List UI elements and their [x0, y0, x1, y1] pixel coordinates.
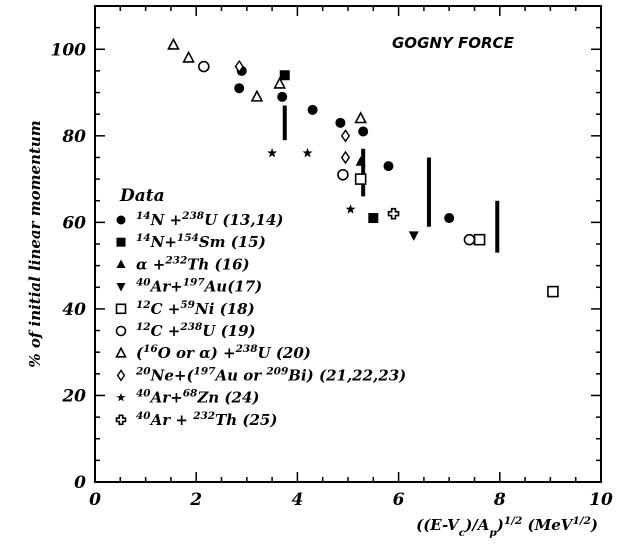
legend-marker-filled-triangle-down	[116, 283, 126, 292]
axis-ticks	[94, 5, 602, 483]
data-point-filled-circle	[335, 117, 346, 128]
y-tick-label: 100	[51, 40, 87, 60]
data-point-open-triangle-up	[354, 111, 367, 124]
legend-entry-label: 40Ar+197Au(17)	[136, 277, 262, 296]
data-point-filled-circle	[383, 161, 394, 172]
y-tick-label: 80	[61, 127, 86, 147]
data-point-open-triangle-up	[273, 76, 287, 89]
data-point-filled-circle	[358, 126, 369, 137]
x-tick-label: 4	[291, 490, 303, 510]
y-tick-label: 20	[61, 386, 86, 406]
data-point-filled-circle	[307, 104, 318, 115]
x-tick-label: 2	[189, 490, 202, 510]
calculation-bars	[282, 105, 500, 253]
legend: Data 14N +238U (13,14) 14N+154Sm (15) α +2…	[115, 186, 406, 429]
data-point-open-diamond	[340, 129, 351, 143]
legend-marker-open-circle	[115, 325, 127, 337]
legend-marker-filled-circle	[116, 215, 126, 225]
legend-entry-label: α +232Th (16)	[136, 254, 250, 273]
data-point-open-cross	[387, 207, 400, 220]
legend-entry-label: 14N +238U (13,14)	[136, 210, 284, 229]
legend-marker-open-cross	[115, 414, 127, 426]
data-point-filled-square	[368, 213, 379, 224]
data-point-filled-star	[267, 147, 278, 158]
data-point-open-square	[354, 173, 367, 185]
data-point-open-triangle-up	[250, 89, 264, 102]
data-point-filled-star	[302, 147, 313, 158]
data-point-filled-circle	[234, 83, 245, 94]
data-point-filled-square	[279, 70, 290, 81]
legend-marker-open-square	[115, 303, 127, 315]
x-tick-label: 10	[589, 490, 613, 510]
legend-entry-label: 12C +238U (19)	[136, 321, 256, 340]
data-point-filled-star	[345, 204, 356, 214]
chart-annotation: GOGNY FORCE	[392, 34, 515, 52]
x-axis-label: ((E-Vc)/Ap)1/2 (MeV1/2)	[416, 515, 598, 539]
x-tick-label: 6	[393, 490, 405, 510]
data-point-open-circle	[197, 60, 210, 73]
data-point-open-circle	[463, 233, 476, 246]
y-tick-label: 60	[62, 213, 86, 233]
data-point-open-diamond	[234, 59, 244, 74]
legend-entry-label: 12C +59Ni (18)	[136, 299, 255, 318]
data-point-filled-circle	[277, 91, 288, 102]
legend-marker-filled-star	[116, 392, 126, 402]
data-point-open-circle	[337, 168, 349, 181]
data-point-filled-triangle-up	[355, 156, 366, 166]
legend-marker-filled-triangle-up	[116, 259, 126, 268]
data-points	[167, 37, 559, 298]
legend-marker-open-diamond	[116, 369, 126, 382]
y-tick-label: 0	[74, 473, 86, 493]
legend-entry-label: 40Ar+68Zn (24)	[136, 388, 260, 407]
legend-marker-filled-square	[116, 237, 126, 247]
y-axis-label: % of initial linear momentum	[26, 120, 44, 367]
y-tick-label: 40	[62, 300, 86, 320]
data-point-open-diamond	[340, 150, 351, 165]
data-point-filled-circle	[444, 213, 455, 224]
legend-title: Data	[119, 186, 165, 206]
data-point-open-triangle-up	[167, 37, 180, 50]
x-tick-label: 8	[493, 490, 506, 510]
data-point-open-triangle-up	[182, 50, 195, 63]
data-point-open-square	[473, 233, 486, 246]
data-point-filled-triangle-down	[408, 231, 419, 241]
legend-entry-label: (16O or α) +238U (20)	[136, 343, 311, 362]
legend-entry-label: 20Ne+(197Au or 209Bi) (21,22,23)	[135, 365, 406, 384]
legend-entry-label: 14N+154Sm (15)	[136, 232, 266, 251]
legend-marker-open-triangle-up	[115, 346, 127, 358]
data-point-open-square	[547, 285, 559, 298]
legend-entry-label: 40Ar + 232Th (25)	[136, 410, 277, 429]
x-tick-label: 0	[89, 490, 101, 510]
